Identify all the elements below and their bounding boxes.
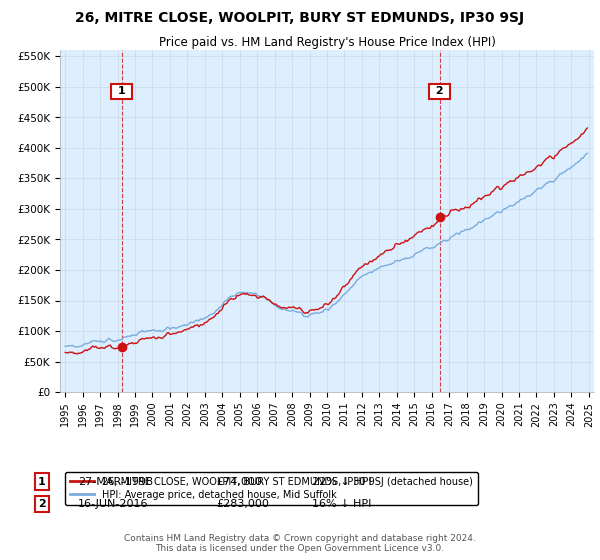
Text: 1: 1 — [114, 86, 130, 96]
Text: 2: 2 — [38, 499, 46, 509]
Text: 16% ↓ HPI: 16% ↓ HPI — [312, 499, 371, 509]
Text: 26, MITRE CLOSE, WOOLPIT, BURY ST EDMUNDS, IP30 9SJ: 26, MITRE CLOSE, WOOLPIT, BURY ST EDMUND… — [76, 11, 524, 25]
Text: Contains HM Land Registry data © Crown copyright and database right 2024.
This d: Contains HM Land Registry data © Crown c… — [124, 534, 476, 553]
Title: Price paid vs. HM Land Registry's House Price Index (HPI): Price paid vs. HM Land Registry's House … — [158, 36, 496, 49]
Legend: 26, MITRE CLOSE, WOOLPIT, BURY ST EDMUNDS, IP30 9SJ (detached house), HPI: Avera: 26, MITRE CLOSE, WOOLPIT, BURY ST EDMUND… — [65, 472, 478, 505]
Text: £283,000: £283,000 — [216, 499, 269, 509]
Text: 22% ↓ HPI: 22% ↓ HPI — [312, 477, 371, 487]
Text: 1: 1 — [38, 477, 46, 487]
Text: 16-JUN-2016: 16-JUN-2016 — [78, 499, 149, 509]
Text: £74,000: £74,000 — [216, 477, 262, 487]
Text: 2: 2 — [432, 86, 448, 96]
Text: 27-MAR-1998: 27-MAR-1998 — [78, 477, 153, 487]
